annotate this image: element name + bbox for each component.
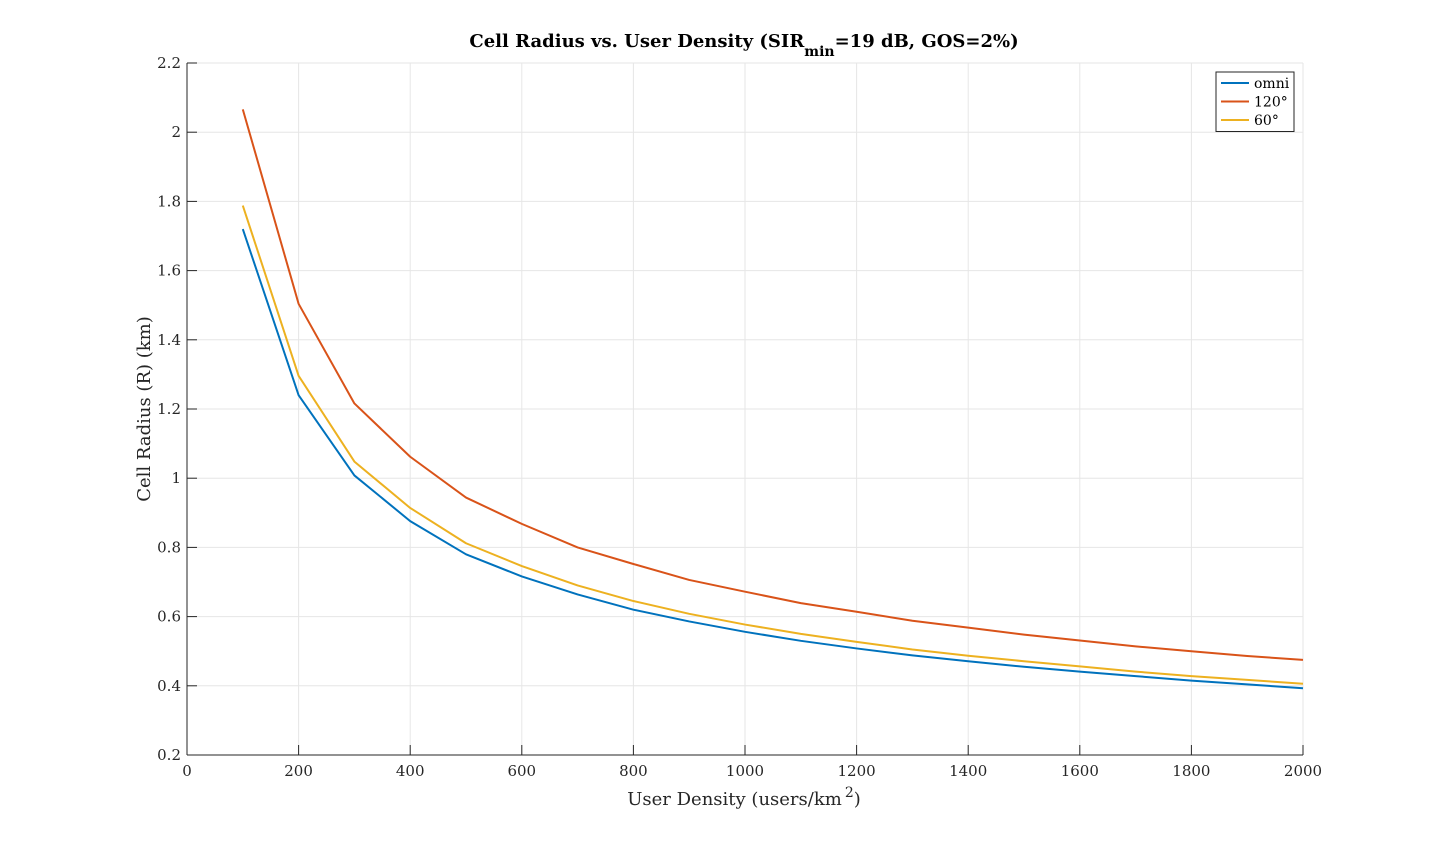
x-tick-label: 400 xyxy=(396,762,425,780)
legend-label: 60° xyxy=(1254,113,1279,129)
chart-title: Cell Radius vs. User Density (SIRmin=19 … xyxy=(469,31,1018,60)
y-tick-label: 1 xyxy=(171,469,181,487)
y-tick-label: 0.6 xyxy=(157,608,181,626)
x-tick-label: 1000 xyxy=(726,762,764,780)
x-tick-label: 1400 xyxy=(949,762,987,780)
series-line-1 xyxy=(241,109,1304,661)
axes: 0 200 400 600 800 1000 1200 1400 1600 1800 2000 0.2… xyxy=(157,54,1322,780)
y-tick-label: 1.2 xyxy=(157,400,181,418)
y-tick-label: 2.2 xyxy=(157,54,181,72)
series-line-0 xyxy=(241,228,1304,690)
grid xyxy=(186,62,1304,756)
y-tick-label: 0.2 xyxy=(157,746,181,764)
x-tick-label: 1200 xyxy=(838,762,876,780)
y-tick-label: 1.8 xyxy=(157,192,181,210)
y-axis-label: Cell Radius (R) (km) xyxy=(134,316,155,502)
x-tick-label: 200 xyxy=(284,762,313,780)
x-tick-label: 800 xyxy=(619,762,648,780)
y-tick-label: 0.4 xyxy=(157,677,181,695)
series-line-2 xyxy=(241,205,1304,685)
x-tick-label: 1800 xyxy=(1172,762,1210,780)
x-tick-label: 1600 xyxy=(1061,762,1099,780)
legend-label: omni xyxy=(1254,76,1290,92)
legend-label: 120° xyxy=(1254,95,1288,111)
legend: omni 120° 60° xyxy=(1215,71,1295,132)
series-layer xyxy=(241,109,1304,690)
x-tick-label: 2000 xyxy=(1284,762,1322,780)
y-tick-label: 1.6 xyxy=(157,262,181,280)
y-tick-label: 1.4 xyxy=(157,331,181,349)
x-tick-label: 600 xyxy=(507,762,536,780)
x-tick-label: 0 xyxy=(182,762,192,780)
x-axis-label: User Density (users/km 2) xyxy=(627,785,861,810)
y-tick-label: 2 xyxy=(171,123,181,141)
y-tick-label: 0.8 xyxy=(157,538,181,556)
